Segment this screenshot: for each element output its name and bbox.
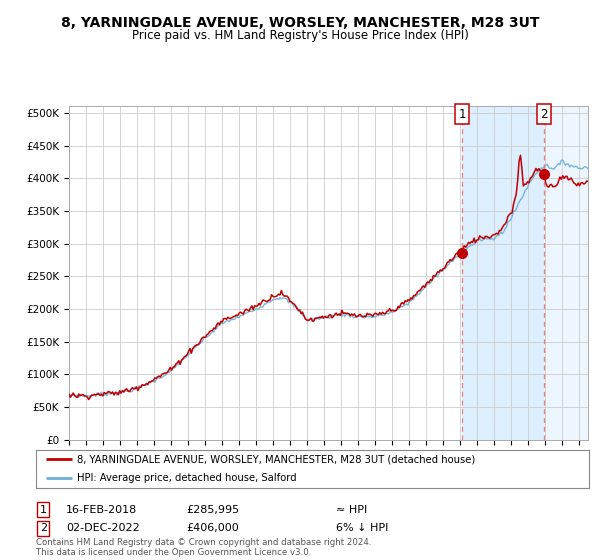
Text: 1: 1: [458, 108, 466, 121]
Text: £285,995: £285,995: [186, 505, 239, 515]
Text: 6% ↓ HPI: 6% ↓ HPI: [336, 523, 388, 533]
Text: ≈ HPI: ≈ HPI: [336, 505, 367, 515]
Text: Price paid vs. HM Land Registry's House Price Index (HPI): Price paid vs. HM Land Registry's House …: [131, 29, 469, 42]
Text: 1: 1: [40, 505, 47, 515]
Bar: [544, 106, 588, 440]
Text: 2: 2: [541, 108, 548, 121]
Text: Contains HM Land Registry data © Crown copyright and database right 2024.
This d: Contains HM Land Registry data © Crown c…: [36, 538, 371, 557]
Text: 8, YARNINGDALE AVENUE, WORSLEY, MANCHESTER, M28 3UT: 8, YARNINGDALE AVENUE, WORSLEY, MANCHEST…: [61, 16, 539, 30]
Bar: [463, 106, 544, 440]
Text: 02-DEC-2022: 02-DEC-2022: [66, 523, 140, 533]
Text: 8, YARNINGDALE AVENUE, WORSLEY, MANCHESTER, M28 3UT (detached house): 8, YARNINGDALE AVENUE, WORSLEY, MANCHEST…: [77, 454, 476, 464]
Text: HPI: Average price, detached house, Salford: HPI: Average price, detached house, Salf…: [77, 473, 297, 483]
Text: 16-FEB-2018: 16-FEB-2018: [66, 505, 137, 515]
Text: 2: 2: [40, 523, 47, 533]
Text: £406,000: £406,000: [186, 523, 239, 533]
